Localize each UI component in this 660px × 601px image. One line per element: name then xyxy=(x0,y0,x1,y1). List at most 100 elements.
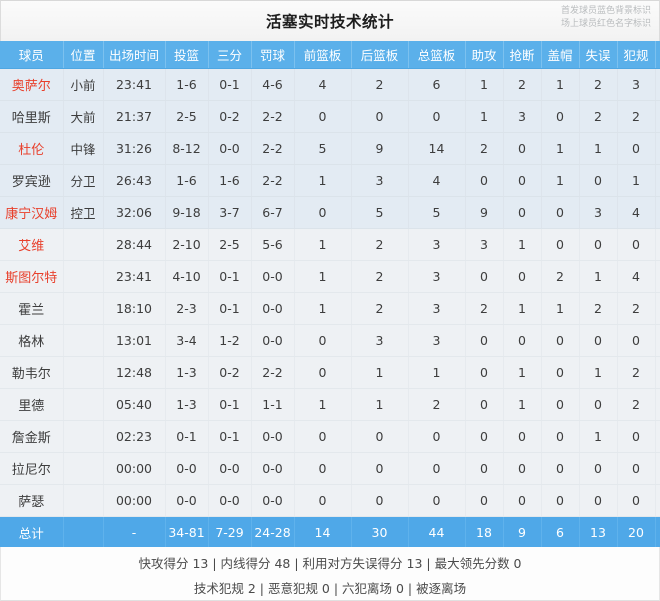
cell-orb: 0 xyxy=(294,420,352,453)
total-cell-fg: 34-81 xyxy=(165,516,209,547)
cell-pos xyxy=(63,356,104,389)
cell-ft: 2-2 xyxy=(251,132,295,165)
cell-pm: +4 xyxy=(655,228,660,261)
cell-pm: -17 xyxy=(655,132,660,165)
cell-tov: 2 xyxy=(579,68,618,101)
column-header-trb[interactable]: 总篮板 xyxy=(408,41,466,69)
total-cell-pos xyxy=(63,516,104,547)
cell-trb: 4 xyxy=(408,164,466,197)
column-header-ast[interactable]: 助攻 xyxy=(465,41,504,69)
player-name-cell[interactable]: 康宁汉姆 xyxy=(0,196,64,229)
cell-tp: 0-1 xyxy=(208,420,252,453)
cell-pos xyxy=(63,228,104,261)
cell-drb: 2 xyxy=(351,228,409,261)
cell-trb: 3 xyxy=(408,260,466,293)
total-cell-orb: 14 xyxy=(294,516,352,547)
player-name-cell[interactable]: 哈里斯 xyxy=(0,100,64,133)
cell-pos xyxy=(63,260,104,293)
cell-drb: 0 xyxy=(351,484,409,517)
player-name-cell[interactable]: 里德 xyxy=(0,388,64,421)
player-name-cell[interactable]: 罗宾逊 xyxy=(0,164,64,197)
total-cell-name: 总计 xyxy=(0,516,64,547)
cell-trb: 3 xyxy=(408,292,466,325)
cell-tp: 0-2 xyxy=(208,356,252,389)
player-name-cell[interactable]: 斯图尔特 xyxy=(0,260,64,293)
cell-pm: -15 xyxy=(655,164,660,197)
cell-ast: 0 xyxy=(465,164,504,197)
cell-tp: 2-5 xyxy=(208,228,252,261)
player-name-cell[interactable]: 艾维 xyxy=(0,228,64,261)
column-header-min[interactable]: 出场时间 xyxy=(103,41,166,69)
cell-fg: 1-6 xyxy=(165,68,209,101)
cell-fg: 2-5 xyxy=(165,100,209,133)
total-cell-ast: 18 xyxy=(465,516,504,547)
player-name-cell[interactable]: 霍兰 xyxy=(0,292,64,325)
cell-stl: 1 xyxy=(503,228,542,261)
cell-pos xyxy=(63,452,104,485)
column-header-stl[interactable]: 抢断 xyxy=(503,41,542,69)
cell-pos xyxy=(63,324,104,357)
cell-orb: 0 xyxy=(294,356,352,389)
cell-stl: 1 xyxy=(503,388,542,421)
cell-pf: 4 xyxy=(617,196,656,229)
player-name-cell[interactable]: 勒韦尔 xyxy=(0,356,64,389)
team-summary-footer: 快攻得分 13 | 内线得分 48 | 利用对方失误得分 13 | 最大领先分数… xyxy=(0,547,660,601)
cell-blk: 0 xyxy=(541,324,580,357)
cell-ft: 0-0 xyxy=(251,452,295,485)
player-name-cell[interactable]: 奥萨尔 xyxy=(0,68,64,101)
player-name-cell[interactable]: 拉尼尔 xyxy=(0,452,64,485)
player-name-cell[interactable]: 杜伦 xyxy=(0,132,64,165)
cell-blk: 0 xyxy=(541,388,580,421)
cell-pos: 小前 xyxy=(63,68,104,101)
column-header-orb[interactable]: 前篮板 xyxy=(294,41,352,69)
column-header-ft[interactable]: 罚球 xyxy=(251,41,295,69)
cell-blk: 0 xyxy=(541,228,580,261)
player-name-cell[interactable]: 萨瑟 xyxy=(0,484,64,517)
column-header-pm[interactable]: +/- xyxy=(655,41,660,69)
cell-ft: 1-1 xyxy=(251,388,295,421)
cell-ft: 2-2 xyxy=(251,356,295,389)
cell-ast: 3 xyxy=(465,228,504,261)
column-header-tov[interactable]: 失误 xyxy=(579,41,618,69)
player-name-cell[interactable]: 詹金斯 xyxy=(0,420,64,453)
column-header-pos[interactable]: 位置 xyxy=(63,41,104,69)
total-cell-drb: 30 xyxy=(351,516,409,547)
cell-stl: 0 xyxy=(503,452,542,485)
cell-trb: 5 xyxy=(408,196,466,229)
player-name-cell[interactable]: 格林 xyxy=(0,324,64,357)
column-header-blk[interactable]: 盖帽 xyxy=(541,41,580,69)
cell-drb: 0 xyxy=(351,420,409,453)
cell-tov: 1 xyxy=(579,420,618,453)
cell-tov: 0 xyxy=(579,228,618,261)
cell-pm: -5 xyxy=(655,260,660,293)
column-header-drb[interactable]: 后篮板 xyxy=(351,41,409,69)
cell-stl: 1 xyxy=(503,356,542,389)
summary-line-1: 快攻得分 13 | 内线得分 48 | 利用对方失误得分 13 | 最大领先分数… xyxy=(138,555,522,571)
cell-ft: 0-0 xyxy=(251,324,295,357)
cell-trb: 1 xyxy=(408,356,466,389)
cell-tp: 1-2 xyxy=(208,324,252,357)
cell-trb: 3 xyxy=(408,228,466,261)
total-cell-ft: 24-28 xyxy=(251,516,295,547)
column-header-pf[interactable]: 犯规 xyxy=(617,41,656,69)
column-header-name[interactable]: 球员 xyxy=(0,41,64,69)
column-header-fg[interactable]: 投篮 xyxy=(165,41,209,69)
column-header-tp[interactable]: 三分 xyxy=(208,41,252,69)
cell-tov: 2 xyxy=(579,100,618,133)
